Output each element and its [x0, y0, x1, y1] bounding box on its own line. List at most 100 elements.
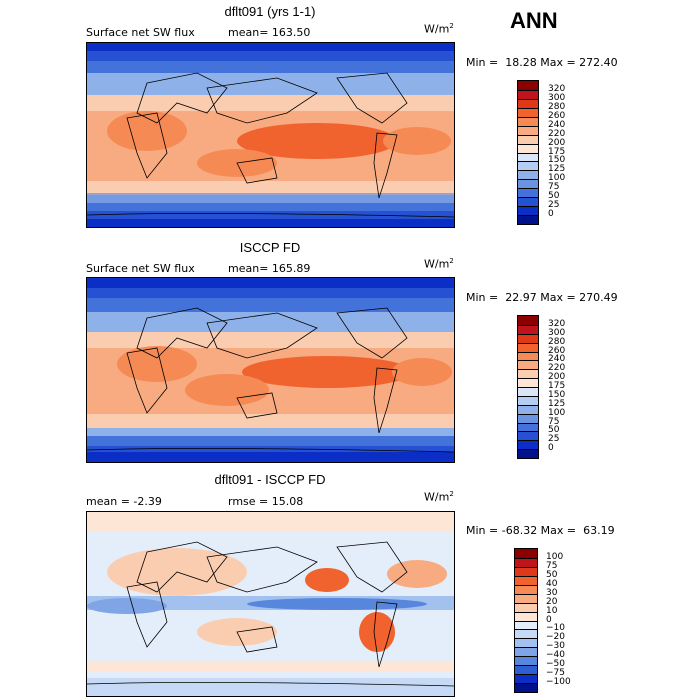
colorbar-swatch — [518, 449, 538, 458]
colorbar-level-label: 260 — [548, 345, 566, 356]
colorbar-level-label: 320 — [548, 318, 566, 329]
season-label: ANN — [510, 8, 558, 33]
colorbar-level-label: −100 — [546, 677, 571, 688]
colorbar-level-label: 320 — [548, 83, 566, 94]
panel-1-colorbar-labels: 320 300 280 260 240 220 200 175 150 125 100 75 50 25 0 — [548, 80, 588, 225]
colorbar-swatch — [518, 107, 538, 117]
colorbar-swatch — [518, 360, 538, 370]
colorbar-level-label: −30 — [546, 641, 565, 652]
colorbar-swatch — [518, 404, 538, 414]
colorbar-swatch — [518, 369, 538, 379]
panel-2-map-field — [87, 278, 454, 462]
colorbar-level-label: 0 — [546, 614, 552, 625]
colorbar-level-label: 25 — [548, 200, 560, 211]
colorbar-level-label: 0 — [548, 443, 554, 454]
colorbar-level-label: 220 — [548, 363, 566, 374]
panel-1-mean-label: mean= 163.50 — [228, 26, 311, 39]
panel-3-units: W/m2 — [424, 490, 454, 504]
colorbar-level-label: 150 — [548, 389, 566, 400]
colorbar-swatch — [518, 431, 538, 441]
colorbar-swatch — [518, 395, 538, 405]
colorbar-swatch — [515, 593, 537, 603]
colorbar-swatch — [518, 179, 538, 189]
colorbar-level-label: 25 — [548, 434, 560, 445]
colorbar-swatch — [518, 206, 538, 216]
colorbar-level-label: −50 — [546, 659, 565, 670]
colorbar-swatch — [515, 665, 537, 675]
colorbar-level-label: 100 — [548, 173, 566, 184]
colorbar-level-label: 240 — [548, 119, 566, 130]
colorbar-level-label: 50 — [548, 191, 560, 202]
colorbar-level-label: 30 — [546, 587, 558, 598]
colorbar-swatch — [518, 98, 538, 108]
panel-3-mean-label: mean = -2.39 — [86, 495, 162, 508]
panel-1-map — [86, 42, 455, 228]
colorbar-level-label: 175 — [548, 381, 566, 391]
colorbar-level-label: −20 — [546, 632, 565, 643]
colorbar-swatch — [518, 351, 538, 361]
colorbar-level-label: 100 — [548, 407, 566, 418]
colorbar-swatch — [518, 81, 538, 90]
colorbar-level-label: 125 — [548, 164, 566, 175]
colorbar-level-label: −40 — [546, 650, 565, 661]
colorbar-swatch — [515, 584, 537, 594]
colorbar-level-label: 200 — [548, 372, 566, 383]
colorbar-swatch — [518, 440, 538, 450]
colorbar-swatch — [518, 316, 538, 325]
panel-3-rmse-label: rmse = 15.08 — [228, 495, 304, 508]
panel-2-colorbar — [517, 315, 539, 459]
colorbar-level-label: −75 — [546, 668, 565, 679]
colorbar-swatch — [515, 683, 537, 692]
colorbar-level-label: 75 — [546, 560, 558, 571]
colorbar-swatch — [515, 602, 537, 612]
colorbar-level-label: 10 — [546, 605, 558, 616]
colorbar-swatch — [518, 197, 538, 207]
colorbar-swatch — [518, 413, 538, 423]
colorbar-level-label: 260 — [548, 110, 566, 121]
panel-1-colorbar — [517, 80, 539, 225]
colorbar-level-label: 300 — [548, 92, 566, 103]
panel-1-map-field — [87, 43, 454, 227]
colorbar-swatch — [515, 647, 537, 657]
panel-3-colorbar — [514, 548, 538, 693]
colorbar-level-label: 280 — [548, 101, 566, 112]
panel-3-map — [86, 511, 455, 697]
colorbar-swatch — [518, 134, 538, 144]
colorbar-swatch — [518, 422, 538, 432]
colorbar-swatch — [515, 575, 537, 585]
colorbar-swatch — [515, 557, 537, 567]
colorbar-swatch — [515, 549, 537, 558]
colorbar-level-label: 50 — [546, 569, 558, 580]
colorbar-swatch — [518, 387, 538, 396]
colorbar-swatch — [518, 143, 538, 153]
panel-1-units: W/m2 — [424, 22, 454, 36]
colorbar-swatch — [515, 629, 537, 639]
colorbar-swatch — [518, 333, 538, 343]
colorbar-swatch — [518, 161, 538, 171]
panel-2-map — [86, 277, 455, 463]
colorbar-swatch — [518, 188, 538, 198]
colorbar-swatch — [515, 674, 537, 684]
panel-3-title: dflt091 - ISCCP FD — [214, 472, 326, 487]
colorbar-swatch — [515, 656, 537, 666]
colorbar-swatch — [518, 170, 538, 180]
colorbar-level-label: 240 — [548, 354, 566, 365]
panel-2-units: W/m2 — [424, 257, 454, 271]
colorbar-level-label: 100 — [546, 551, 564, 562]
colorbar-level-label: 220 — [548, 128, 566, 139]
colorbar-level-label: 125 — [548, 398, 566, 409]
colorbar-level-label: 280 — [548, 336, 566, 347]
panel-1-minmax: Min = 18.28 Max = 272.40 — [466, 56, 618, 69]
colorbar-level-label: 300 — [548, 327, 566, 338]
colorbar-swatch — [518, 89, 538, 99]
colorbar-level-label: 0 — [548, 209, 554, 220]
colorbar-swatch — [518, 324, 538, 334]
colorbar-swatch — [518, 152, 538, 162]
colorbar-swatch — [518, 125, 538, 135]
colorbar-swatch — [515, 566, 537, 576]
colorbar-level-label: 150 — [548, 155, 566, 166]
colorbar-level-label: 75 — [548, 416, 560, 427]
panel-2-minmax: Min = 22.97 Max = 270.49 — [466, 291, 618, 304]
colorbar-swatch — [518, 378, 538, 387]
panel-3-map-field — [87, 512, 454, 696]
